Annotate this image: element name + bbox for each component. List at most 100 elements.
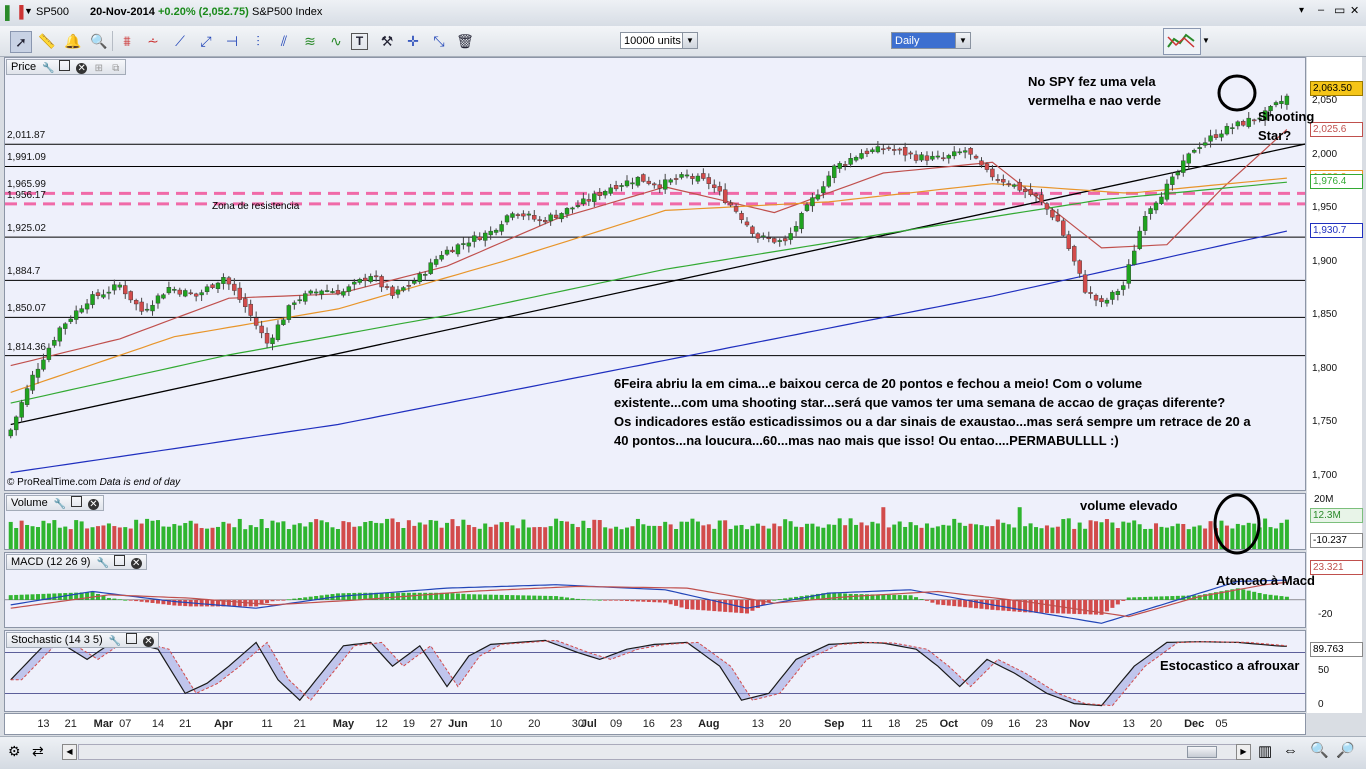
macd-histogram-bar	[1034, 599, 1039, 613]
macd-histogram-bar	[1023, 599, 1028, 613]
volume-bar	[374, 522, 379, 549]
window-icon[interactable]	[113, 555, 125, 566]
connection-icon[interactable]: ⇄	[32, 743, 44, 759]
window-icon[interactable]	[125, 633, 137, 644]
wrench-icon[interactable]: 🔧	[108, 636, 122, 647]
macd-histogram-bar	[90, 592, 95, 600]
parallel-icon[interactable]: ⤡	[433, 33, 445, 49]
macd-histogram-bar	[575, 598, 580, 600]
trendline	[10, 143, 1305, 426]
wrench-icon[interactable]: 🔧	[42, 63, 55, 74]
indicators-button[interactable]	[1163, 28, 1201, 55]
scroll-right-button[interactable]: ▶	[1236, 744, 1251, 760]
candle-body	[1224, 125, 1230, 135]
candle-body	[57, 327, 63, 342]
pointer-icon[interactable]: ➚	[10, 31, 32, 53]
candle-body	[1028, 189, 1033, 195]
volume-bar	[308, 522, 313, 549]
window-icon[interactable]	[70, 496, 82, 507]
separator	[112, 31, 113, 51]
fibonacci-icon[interactable]: ⩩	[123, 33, 131, 49]
candle-body	[1191, 150, 1197, 153]
close-icon[interactable]: ✕	[130, 558, 142, 569]
period-select[interactable]: Daily ▼	[891, 32, 971, 49]
chart-settings-icon[interactable]: ⚙	[8, 743, 21, 759]
candle-body	[744, 221, 750, 226]
zoom-icon[interactable]: 🔍	[90, 33, 108, 49]
crosshair-icon[interactable]: ✛	[407, 33, 419, 49]
text-icon[interactable]: T	[351, 33, 368, 50]
volume-bar	[63, 526, 68, 549]
candle-red-icon: ▐	[15, 5, 24, 19]
compare-icon[interactable]: ⇔	[1283, 742, 1298, 759]
date-axis-tick: Mar	[93, 718, 114, 730]
minimize-button[interactable]: –	[1318, 4, 1325, 16]
macd-histogram-bar	[1121, 599, 1126, 601]
wrench-icon[interactable]: 🔧	[96, 558, 109, 569]
candle-body	[1279, 100, 1284, 104]
macd-histogram-bar	[210, 599, 215, 607]
menu-button[interactable]: ▾	[1299, 5, 1305, 16]
zoom-out-icon[interactable]: 🔍	[1310, 742, 1329, 759]
macd-histogram-bar	[1154, 596, 1159, 600]
close-icon[interactable]: ✕	[142, 636, 154, 647]
alarm-icon[interactable]: 🔔	[64, 33, 82, 49]
fan-icon[interactable]: ⩪	[147, 33, 159, 49]
channel-icon[interactable]: ⫽	[280, 33, 288, 49]
volume-bar	[1061, 519, 1066, 549]
horizontal-scrollbar[interactable]	[78, 744, 1238, 760]
horizontal-line-icon[interactable]: ⊣	[225, 33, 239, 49]
candle-body	[553, 214, 559, 218]
macd-histogram-bar	[1001, 599, 1006, 611]
chevron-down-icon[interactable]: ▼	[1202, 36, 1210, 45]
macd-histogram-bar	[1143, 596, 1148, 600]
macd-histogram-bar	[1159, 596, 1164, 600]
volume-bar	[554, 518, 559, 549]
units-select[interactable]: 10000 units ▼	[620, 32, 698, 49]
ruler-icon[interactable]: 📏	[38, 33, 56, 49]
tools-icon[interactable]: ⚒	[380, 33, 394, 49]
add-panel-icon[interactable]: ⊞	[94, 63, 103, 74]
macd-histogram-bar	[772, 599, 777, 601]
macd-histogram-bar	[1137, 597, 1142, 600]
trash-icon[interactable]: 🗑	[456, 33, 474, 49]
scroll-left-button[interactable]: ◀	[62, 744, 77, 760]
macd-histogram-bar	[286, 599, 291, 601]
volume-bar	[1284, 519, 1289, 549]
close-button[interactable]: ✕	[1350, 5, 1360, 17]
annotation-comment-line: 40 pontos...na loucura...60...mas nao ma…	[614, 433, 1119, 448]
candle-type-icon[interactable]: ▥	[1258, 743, 1273, 760]
candle-body	[810, 197, 815, 207]
ray-icon[interactable]: ⤢	[200, 33, 212, 49]
wave-icon[interactable]: ∿	[330, 33, 342, 49]
volume-bar	[1164, 527, 1169, 549]
candle-body	[401, 287, 406, 291]
candle-body	[406, 285, 412, 287]
candle-body	[259, 325, 264, 334]
close-icon[interactable]: ✕	[76, 63, 88, 74]
candle-body	[575, 205, 581, 207]
window-icon[interactable]	[59, 60, 71, 71]
dropdown-icon[interactable]: ▼	[24, 6, 33, 16]
stochastic-panel-title: Stochastic (14 3 5)	[11, 634, 103, 646]
expand-icon[interactable]: ⧉	[112, 63, 120, 74]
moving-average-line	[10, 181, 1287, 404]
symbol-label[interactable]: SP500	[36, 6, 70, 18]
trendline-icon[interactable]: ⟋	[175, 33, 185, 49]
volume-bar	[641, 524, 646, 549]
zoom-in-icon[interactable]: 🔎	[1336, 742, 1355, 759]
candle-body	[461, 243, 466, 245]
volume-bar	[1143, 528, 1148, 549]
scrollbar-thumb[interactable]	[1187, 746, 1217, 758]
vertical-line-icon[interactable]: ⫶	[256, 33, 260, 49]
candle-body	[455, 244, 461, 255]
volume-bar	[259, 519, 264, 549]
cycle-icon[interactable]: ≋	[304, 33, 316, 49]
wrench-icon[interactable]: 🔧	[53, 499, 67, 510]
macd-histogram-bar	[935, 599, 940, 605]
maximize-button[interactable]: ▭	[1334, 3, 1346, 17]
volume-bar	[155, 520, 160, 549]
volume-bar	[1028, 523, 1033, 549]
close-icon[interactable]: ✕	[87, 499, 99, 510]
volume-bar	[461, 519, 466, 549]
